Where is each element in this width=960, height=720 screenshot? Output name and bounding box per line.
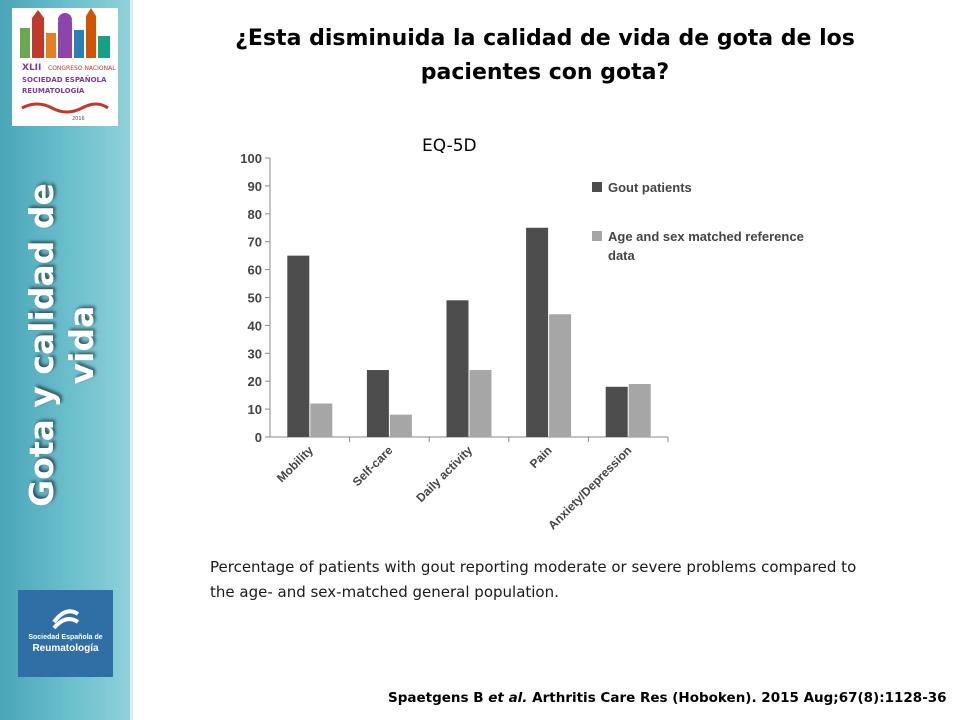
bar-reference: [628, 383, 651, 437]
chart-title: EQ-5D: [422, 136, 477, 156]
svg-text:SOCIEDAD ESPAÑOLA: SOCIEDAD ESPAÑOLA: [22, 75, 107, 84]
bar-gout: [446, 300, 469, 437]
citation-authors: Spaetgens B: [388, 690, 489, 706]
bar-gout: [526, 227, 549, 437]
citation-rest: Arthritis Care Res (Hoboken). 2015 Aug;6…: [527, 690, 947, 706]
y-tick-label: 60: [248, 263, 262, 278]
citation: Spaetgens B et al. Arthritis Care Res (H…: [388, 690, 958, 706]
svg-text:REUMATOLOGÍA: REUMATOLOGÍA: [22, 86, 85, 95]
y-tick-label: 40: [248, 318, 262, 333]
svg-text:XLII: XLII: [22, 63, 41, 73]
bar-reference: [310, 403, 333, 437]
ser-emblem-icon: [52, 609, 80, 630]
ser-logo-line1: Sociedad Española de: [28, 634, 103, 641]
y-tick-label: 90: [248, 179, 262, 194]
bar-gout: [287, 255, 310, 437]
congress-logo: XLII CONGRESO NACIONAL SOCIEDAD ESPAÑOLA…: [12, 8, 118, 126]
y-tick-label: 100: [240, 151, 262, 166]
legend-label-reference-line2: data: [608, 248, 636, 263]
y-tick-label: 10: [248, 402, 262, 417]
sidebar-edge: [130, 0, 133, 720]
bar-reference: [389, 414, 412, 437]
bar-gout: [605, 386, 628, 437]
slide-title: ¿Esta disminuida la calidad de vida de g…: [235, 26, 855, 85]
legend-swatch-reference: [592, 231, 602, 241]
legend-label-reference-line1: Age and sex matched reference: [608, 229, 804, 244]
bar-reference: [549, 314, 572, 437]
svg-text:CONGRESO NACIONAL: CONGRESO NACIONAL: [48, 65, 116, 72]
svg-text:2016: 2016: [72, 116, 85, 122]
sidebar-title: Gota y calidad de vida: [22, 183, 101, 507]
bar-reference: [469, 370, 492, 437]
ser-logo: Sociedad Española de Reumatología: [18, 590, 113, 677]
y-tick-label: 80: [248, 207, 262, 222]
y-tick-label: 0: [255, 430, 262, 445]
sidebar: XLII CONGRESO NACIONAL SOCIEDAD ESPAÑOLA…: [0, 0, 130, 720]
eq5d-chart: EQ-5D 0 10 20 30 40 50 60 70 80 90 100 Mobility Self-…: [212, 126, 837, 546]
ser-logo-line2: Reumatología: [32, 643, 99, 654]
legend-swatch-gout: [592, 182, 602, 192]
y-tick-label: 20: [248, 374, 262, 389]
y-tick-label: 50: [248, 291, 262, 306]
legend-label-gout: Gout patients: [608, 180, 692, 195]
bar-gout: [366, 370, 389, 437]
citation-etal: et al.: [488, 690, 528, 706]
y-tick-label: 30: [248, 346, 262, 361]
chart-caption: Percentage of patients with gout reporti…: [210, 558, 857, 601]
y-tick-label: 70: [248, 235, 262, 250]
chart-background: [212, 126, 837, 546]
